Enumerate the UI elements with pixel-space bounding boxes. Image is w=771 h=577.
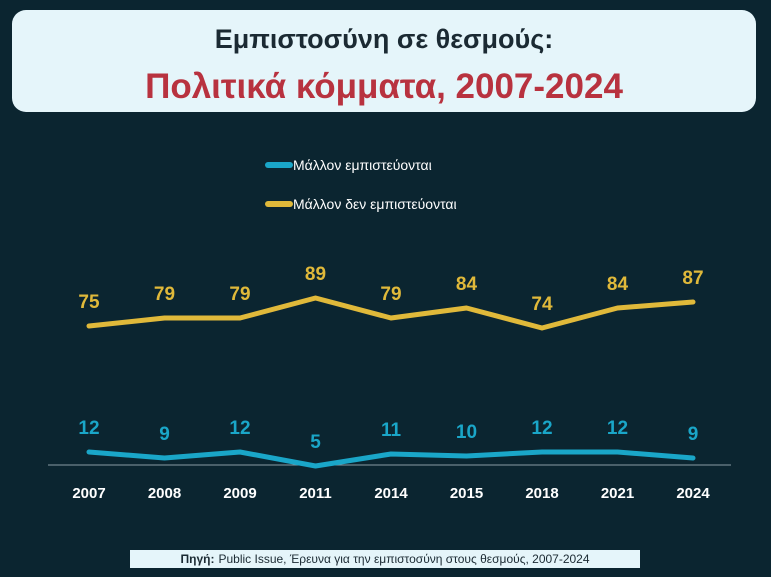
series-line-1 [86,295,696,331]
title-box: Εμπιστοσύνη σε θεσμούς: Πολιτικά κόμματα… [12,10,756,112]
data-label-1-2: 79 [229,284,250,305]
line-chart: Μάλλον εμπιστεύονται Μάλλον δεν εμπιστεύο… [48,157,731,502]
x-tick-label-8: 2024 [676,485,710,502]
chart-subtitle: Πολιτικά κόμματα, 2007-2024 [145,67,623,106]
x-tick-label-5: 2015 [450,485,483,502]
data-label-1-1: 79 [154,284,175,305]
data-label-0-6: 12 [531,418,552,439]
data-label-0-0: 12 [78,418,99,439]
data-label-1-8: 87 [682,268,703,289]
x-tick-label-6: 2018 [525,485,558,502]
source-label: Πηγή: [180,552,215,566]
data-label-1-5: 84 [456,274,478,295]
x-tick-label-2: 2009 [223,485,256,502]
data-label-0-7: 12 [607,418,628,439]
data-label-1-6: 74 [531,294,553,315]
data-label-1-3: 89 [305,264,326,285]
data-label-0-2: 12 [229,418,250,439]
x-tick-label-7: 2021 [601,485,634,502]
data-label-0-4: 11 [381,420,402,441]
chart-title: Εμπιστοσύνη σε θεσμούς: [214,24,554,54]
data-label-1-4: 79 [380,284,401,305]
data-label-0-1: 9 [159,424,170,445]
data-label-0-3: 5 [310,432,321,453]
data-label-0-5: 10 [456,422,477,443]
x-tick-label-4: 2014 [374,485,408,502]
source-bar: Πηγή: Public Issue, Έρευνα για την εμπισ… [130,550,640,568]
legend-label-1: Μάλλον δεν εμπιστεύονται [293,196,457,212]
x-tick-label-3: 2011 [299,485,332,502]
x-tick-label-1: 2008 [148,485,181,502]
data-label-1-0: 75 [78,292,100,313]
x-tick-label-0: 2007 [72,485,105,502]
legend-label-0: Μάλλον εμπιστεύονται [293,157,432,173]
data-label-1-7: 84 [607,274,629,295]
series-line-0 [86,449,696,469]
data-label-0-8: 9 [688,424,699,445]
source-text: Public Issue, Έρευνα για την εμπιστοσύνη… [218,552,590,566]
